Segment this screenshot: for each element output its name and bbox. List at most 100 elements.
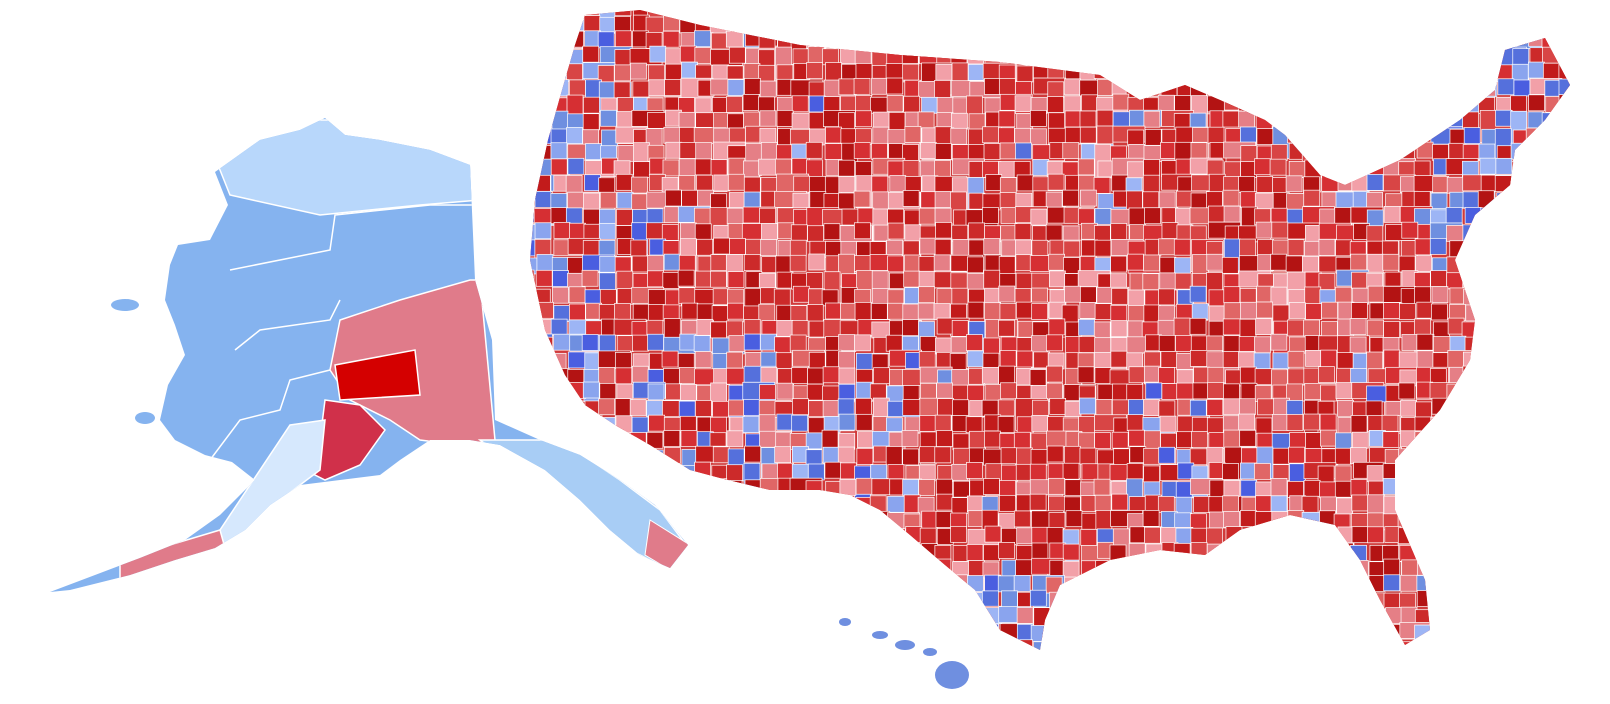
county [1383, 321, 1400, 338]
county [1463, 464, 1480, 482]
county [1272, 16, 1290, 50]
county [534, 542, 552, 560]
county [597, 31, 615, 49]
county [998, 78, 1016, 95]
county [1430, 270, 1448, 287]
county [1577, 432, 1593, 448]
county [1287, 368, 1305, 386]
county [1289, 10, 1307, 18]
county [1064, 589, 1082, 607]
county [1109, 544, 1127, 578]
county [1527, 157, 1561, 175]
county [631, 655, 647, 671]
county [1206, 191, 1223, 209]
county [887, 10, 904, 16]
county [1159, 655, 1175, 671]
county [1082, 655, 1098, 671]
county [1400, 479, 1417, 496]
county [1158, 305, 1175, 323]
county [824, 497, 842, 514]
county [598, 417, 616, 434]
county [920, 382, 937, 400]
county [598, 641, 632, 650]
county [1062, 605, 1079, 623]
county [1415, 30, 1433, 48]
county [791, 320, 809, 337]
county [1013, 575, 1031, 592]
county [966, 462, 983, 479]
county [1222, 495, 1239, 513]
county [792, 576, 826, 594]
county [1462, 365, 1480, 383]
county [918, 464, 936, 482]
county [711, 527, 729, 545]
county [1288, 15, 1306, 33]
county [630, 239, 648, 257]
county [1029, 369, 1047, 386]
county [726, 609, 760, 627]
county [552, 573, 570, 591]
county [887, 31, 904, 49]
county [712, 641, 730, 650]
county [1416, 481, 1449, 514]
county [1158, 288, 1175, 306]
county [1367, 128, 1385, 146]
county [1446, 624, 1463, 641]
county [1528, 382, 1562, 415]
county [1129, 31, 1146, 49]
county [1173, 606, 1207, 623]
county [614, 656, 646, 672]
county [998, 319, 1015, 337]
county [776, 493, 810, 511]
county [1064, 479, 1082, 497]
county [1000, 447, 1018, 465]
county [1301, 13, 1319, 31]
county [1353, 33, 1386, 51]
county [582, 381, 600, 399]
county [1223, 93, 1241, 111]
county [1190, 574, 1208, 608]
county [1270, 31, 1287, 49]
county [1350, 479, 1368, 496]
county [1526, 512, 1544, 545]
county [726, 576, 744, 593]
county [1048, 253, 1065, 271]
county [534, 222, 552, 240]
county [1337, 576, 1355, 594]
county [1461, 481, 1479, 499]
county [1402, 656, 1418, 672]
county [1401, 221, 1419, 239]
county [1033, 351, 1051, 369]
county [854, 576, 872, 594]
county [1414, 78, 1432, 95]
county [1464, 207, 1482, 224]
county [1558, 623, 1570, 641]
county [855, 397, 872, 415]
county [1401, 496, 1418, 514]
county [1128, 10, 1146, 17]
county [998, 110, 1016, 128]
county [1063, 206, 1081, 224]
county [856, 543, 874, 576]
county [530, 464, 538, 481]
county [791, 143, 809, 161]
county [1240, 382, 1258, 400]
county [949, 30, 967, 48]
county [869, 383, 887, 401]
county [1270, 144, 1288, 161]
county [1191, 431, 1208, 448]
county [552, 368, 570, 401]
county [952, 10, 986, 34]
county [551, 496, 569, 513]
county [1448, 30, 1482, 63]
county [1093, 321, 1111, 339]
county [1560, 478, 1570, 496]
county [662, 159, 680, 177]
county [1481, 606, 1499, 623]
county [1079, 126, 1097, 144]
county [759, 80, 777, 98]
county [1208, 432, 1226, 449]
county [663, 477, 681, 495]
county [1078, 49, 1096, 67]
